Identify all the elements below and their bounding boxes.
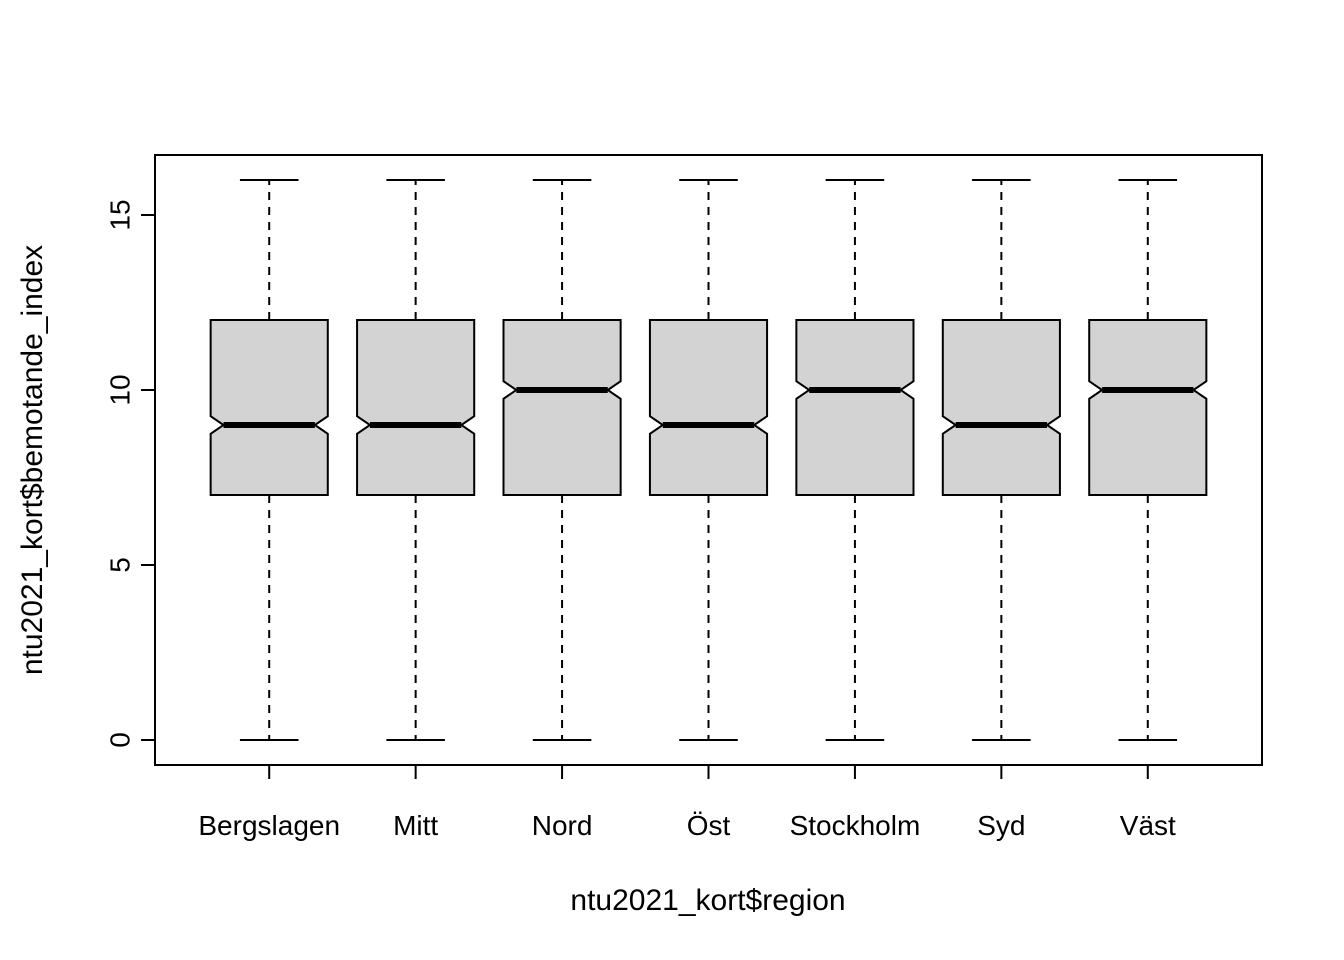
x-tick-label: Mitt [393,810,438,841]
x-tick-label: Nord [532,810,593,841]
boxplot-box [941,319,1061,496]
boxplot-box [1088,319,1208,496]
boxplot-box [356,319,476,496]
y-tick-label: 15 [104,199,135,230]
boxplot-box [795,319,915,496]
x-tick-label: Syd [977,810,1025,841]
y-tick-label: 5 [104,557,135,573]
x-tick-label: Väst [1120,810,1176,841]
boxplot-box [648,319,769,496]
y-axis-title: ntu2021_kort$bemotande_index [16,245,49,675]
y-tick-label: 10 [104,374,135,405]
plot-layer: 0 5 10 15 Bergslagen Mitt Nord Öst Stockholm Syd V… [104,154,1263,841]
boxplot-box [209,319,329,496]
boxplot-box [502,319,622,496]
x-tick-label: Öst [687,810,731,841]
x-axis-title: ntu2021_kort$region [570,884,845,917]
x-tick-label: Stockholm [790,810,921,841]
x-tick-label: Bergslagen [198,810,340,841]
y-tick-label: 0 [104,732,135,748]
